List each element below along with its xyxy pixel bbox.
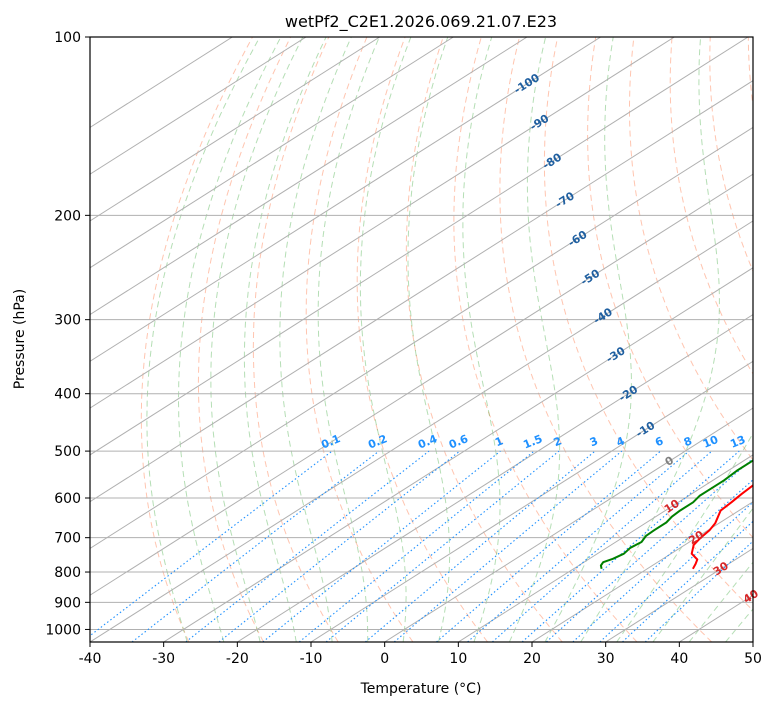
y-tick-label: 800 xyxy=(54,565,81,581)
y-tick-label: 200 xyxy=(54,208,81,224)
dry-adiabat xyxy=(197,37,292,642)
mixing-ratio-line xyxy=(262,450,501,642)
y-tick-label: 1000 xyxy=(45,622,81,638)
x-axis-label: Temperature (°C) xyxy=(360,681,482,697)
mixing-ratio-label: 2 xyxy=(552,434,564,449)
x-tick-label: -20 xyxy=(226,651,249,667)
mixing-ratio-line xyxy=(436,450,661,642)
y-tick-label: 300 xyxy=(54,313,81,329)
x-tick-label: 0 xyxy=(380,651,389,667)
isotherm-line xyxy=(90,37,675,409)
mixing-ratio-line xyxy=(491,450,713,642)
moist-adiabat xyxy=(210,37,304,642)
isotherm-line xyxy=(310,360,753,642)
moist-adiabat xyxy=(580,37,720,642)
x-axis: -40 -30 -20 -10 0 10 20 30 40 50 xyxy=(79,642,762,667)
chart-title: wetPf2_C2E1.2026.069.21.07.E23 xyxy=(285,12,557,32)
isotherm-line xyxy=(163,267,753,642)
y-tick-label: 400 xyxy=(54,387,81,403)
x-tick-label: -40 xyxy=(79,651,102,667)
isotherm-line xyxy=(458,454,753,642)
mixing-ratio-line xyxy=(131,450,380,642)
mixing-ratio-label: 1 xyxy=(493,434,505,449)
moist-adiabat xyxy=(544,37,632,642)
dry-adiabat xyxy=(587,37,753,539)
dry-adiabat xyxy=(140,37,253,642)
dry-adiabat xyxy=(453,37,638,642)
mixing-ratio-label: 8 xyxy=(682,434,694,449)
moist-adiabat xyxy=(178,37,282,642)
x-tick-label: -30 xyxy=(152,651,175,667)
y-tick-label: 100 xyxy=(54,30,81,46)
plot-frame xyxy=(89,36,754,643)
mixing-ratio-line xyxy=(364,450,596,642)
moist-adiabat xyxy=(462,37,501,642)
x-tick-label: -10 xyxy=(300,651,323,667)
x-tick-label: 30 xyxy=(597,651,615,667)
y-axis-label: Pressure (hPa) xyxy=(12,289,28,389)
moist-adiabat xyxy=(508,37,561,642)
isotherm-line xyxy=(384,407,753,642)
mixing-ratio-label: 3 xyxy=(588,434,600,449)
isotherm-line xyxy=(90,37,528,316)
y-tick-label: 600 xyxy=(54,491,81,507)
moist-adiabat xyxy=(146,37,261,642)
x-tick-label: 10 xyxy=(449,651,467,667)
mixing-ratio-line xyxy=(298,450,535,642)
y-tick-label: 700 xyxy=(54,531,81,547)
mixing-ratio-line xyxy=(325,450,560,642)
dry-adiabat xyxy=(543,37,753,612)
dry-adiabat xyxy=(356,37,489,642)
moist-adiabat xyxy=(616,432,753,642)
mixing-ratio-label: 13 xyxy=(728,433,747,451)
mixing-ratio-label: 10 xyxy=(701,433,720,451)
isotherm-line xyxy=(237,313,753,642)
isotherm-line xyxy=(90,37,380,222)
isotherm-line xyxy=(90,37,601,362)
mixing-ratio-line xyxy=(90,450,333,637)
isotherm-line xyxy=(90,37,749,456)
y-tick-label: 500 xyxy=(54,444,81,460)
isotherm-line xyxy=(90,37,454,269)
dry-adiabat xyxy=(405,37,563,642)
isotherm-line xyxy=(90,80,753,503)
mixing-ratio-line xyxy=(545,457,753,642)
dry-adiabat xyxy=(499,37,713,642)
plot-area xyxy=(90,37,753,642)
moist-adiabat xyxy=(317,37,380,642)
mixing-ratio-line xyxy=(218,450,461,642)
moist-adiabat xyxy=(359,37,412,642)
x-tick-label: 50 xyxy=(744,651,762,667)
x-tick-label: 40 xyxy=(670,651,688,667)
moist-adiabat xyxy=(652,507,753,642)
dewpoint-profile-line xyxy=(599,459,753,570)
mixing-ratio-line xyxy=(393,450,623,642)
isotherm-line xyxy=(90,220,753,642)
moist-adiabat xyxy=(243,37,327,642)
moist-adiabat xyxy=(279,37,352,642)
isotherm-line xyxy=(90,173,753,596)
y-axis: 100 200 300 400 500 600 700 800 900 1000 xyxy=(45,30,90,638)
moist-adiabat xyxy=(688,561,753,642)
isotherm-line xyxy=(531,501,753,642)
moist-adiabat xyxy=(407,37,451,642)
isotherm-line xyxy=(90,126,753,550)
x-tick-label: 20 xyxy=(523,651,541,667)
mixing-ratio-line xyxy=(572,479,753,642)
y-tick-label: 900 xyxy=(54,595,81,611)
isotherm-line xyxy=(90,37,307,175)
temperature-profile-line xyxy=(690,484,753,570)
